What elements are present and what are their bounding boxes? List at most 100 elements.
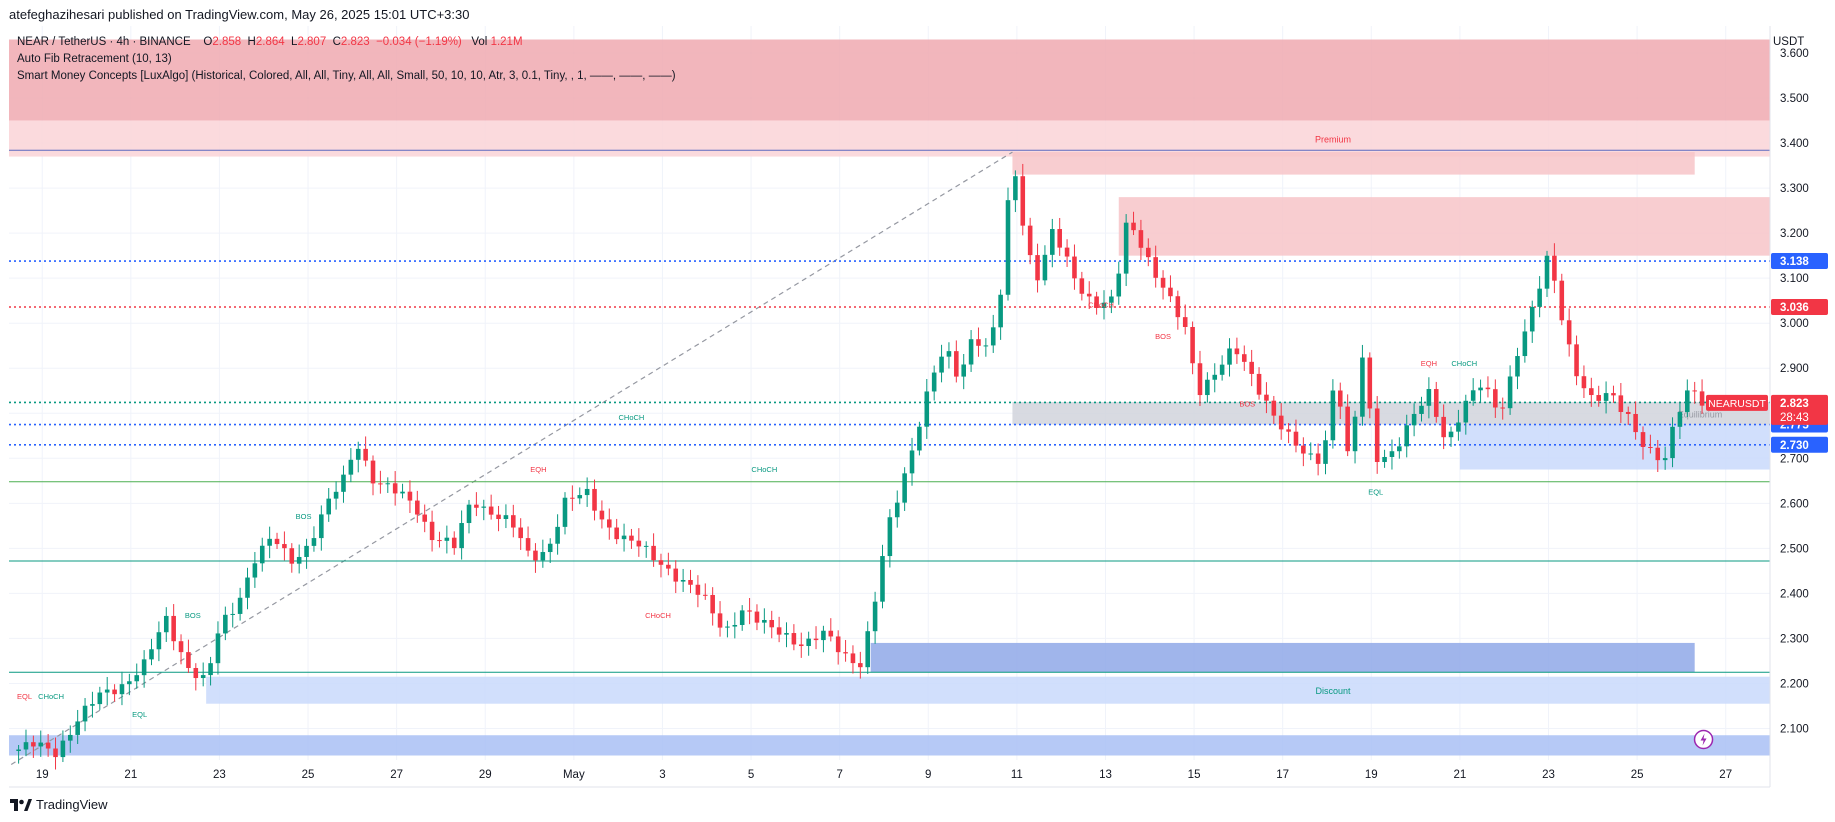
candle-down[interactable] — [1278, 415, 1284, 430]
candle-up[interactable] — [1308, 453, 1314, 455]
candle-up[interactable] — [998, 294, 1003, 328]
candle-up[interactable] — [481, 506, 487, 508]
fib-trend-line[interactable] — [10, 151, 1013, 766]
candle-down[interactable] — [193, 668, 199, 679]
candle-down[interactable] — [378, 483, 383, 485]
candle-up[interactable] — [304, 545, 309, 557]
candle-down[interactable] — [370, 460, 376, 484]
candle-up[interactable] — [319, 514, 324, 539]
candle-up[interactable] — [1463, 400, 1469, 423]
candle-up[interactable] — [1411, 413, 1417, 426]
candle-down[interactable] — [1234, 348, 1240, 355]
candle-up[interactable] — [400, 491, 405, 494]
candle-down[interactable] — [1552, 255, 1557, 281]
candle-down[interactable] — [1441, 416, 1446, 438]
candle-down[interactable] — [813, 638, 819, 641]
candle-up[interactable] — [1426, 389, 1432, 406]
price-level-tag[interactable] — [1771, 253, 1828, 270]
candle-down[interactable] — [1581, 376, 1587, 389]
candle-down[interactable] — [614, 527, 619, 540]
candle-up[interactable] — [230, 613, 236, 615]
current-price-tag[interactable] — [1771, 394, 1828, 425]
candle-down[interactable] — [1249, 361, 1254, 374]
candle-up[interactable] — [1685, 390, 1690, 413]
candle-down[interactable] — [695, 584, 701, 595]
candle-up[interactable] — [1419, 405, 1424, 414]
candle-up[interactable] — [880, 556, 885, 602]
candle-down[interactable] — [570, 497, 575, 499]
candle-down[interactable] — [518, 527, 523, 539]
candle-up[interactable] — [348, 459, 354, 475]
candle-up[interactable] — [931, 372, 937, 392]
candle-down[interactable] — [112, 689, 117, 695]
candle-down[interactable] — [525, 538, 531, 551]
candle-down[interactable] — [1241, 354, 1247, 362]
candle-up[interactable] — [296, 556, 302, 564]
candle-down[interactable] — [673, 568, 679, 582]
candle-up[interactable] — [983, 345, 989, 347]
candle-down[interactable] — [1035, 255, 1040, 281]
candle-up[interactable] — [1042, 254, 1048, 281]
candle-down[interactable] — [791, 633, 797, 645]
candle-up[interactable] — [1448, 431, 1454, 438]
candle-up[interactable] — [1522, 331, 1528, 357]
candle-down[interactable] — [1264, 394, 1269, 401]
candle-up[interactable] — [1352, 416, 1358, 452]
candle-up[interactable] — [806, 638, 811, 647]
candle-up[interactable] — [865, 631, 871, 668]
legend-symbol[interactable]: NEAR / TetherUS · 4h · BINANCE — [17, 36, 191, 48]
candle-down[interactable] — [592, 488, 597, 511]
candle-down[interactable] — [1131, 222, 1136, 231]
legend-indicator-smc[interactable]: Smart Money Concepts [LuxAlgo] (Historic… — [17, 70, 676, 82]
candle-up[interactable] — [555, 526, 560, 544]
candle-up[interactable] — [1603, 393, 1609, 401]
candle-down[interactable] — [1138, 230, 1144, 248]
candle-up[interactable] — [237, 597, 243, 614]
candle-down[interactable] — [274, 538, 280, 545]
candle-up[interactable] — [503, 515, 509, 520]
candle-down[interactable] — [1168, 287, 1173, 297]
candle-down[interactable] — [1625, 411, 1631, 414]
candle-down[interactable] — [688, 579, 693, 585]
candle-down[interactable] — [1072, 256, 1077, 279]
candle-up[interactable] — [1470, 390, 1476, 401]
candle-down[interactable] — [658, 560, 664, 565]
candle-up[interactable] — [732, 624, 738, 627]
candle-down[interactable] — [1057, 229, 1062, 248]
candle-down[interactable] — [1146, 247, 1151, 258]
candle-up[interactable] — [872, 601, 878, 632]
candle-up[interactable] — [466, 504, 472, 524]
candle-down[interactable] — [1648, 446, 1653, 448]
candle-up[interactable] — [90, 704, 95, 706]
candle-down[interactable] — [1064, 247, 1070, 257]
candle-up[interactable] — [127, 681, 132, 685]
candle-up[interactable] — [149, 649, 154, 660]
candle-down[interactable] — [776, 627, 782, 635]
candle-up[interactable] — [385, 483, 391, 485]
candle-down[interactable] — [702, 594, 708, 596]
candle-up[interactable] — [1544, 255, 1550, 289]
candle-up[interactable] — [643, 545, 649, 547]
candle-up[interactable] — [1219, 364, 1225, 375]
candle-down[interactable] — [1094, 296, 1099, 308]
candle-down[interactable] — [451, 537, 457, 549]
candle-up[interactable] — [547, 543, 553, 553]
candle-up[interactable] — [355, 448, 361, 460]
candle-down[interactable] — [954, 351, 959, 377]
candle-down[interactable] — [1301, 445, 1306, 454]
candle-up[interactable] — [1101, 302, 1107, 308]
candle-down[interactable] — [1345, 406, 1350, 452]
candle-down[interactable] — [496, 514, 501, 520]
candle-down[interactable] — [629, 535, 634, 541]
candle-down[interactable] — [769, 619, 775, 628]
candle-up[interactable] — [259, 545, 265, 564]
candle-up[interactable] — [97, 692, 103, 705]
candle-down[interactable] — [747, 610, 752, 612]
candle-down[interactable] — [422, 514, 427, 522]
candle-down[interactable] — [1485, 387, 1491, 390]
candle-up[interactable] — [1507, 376, 1513, 409]
candle-up[interactable] — [459, 523, 464, 549]
candle-down[interactable] — [1086, 293, 1092, 297]
candle-down[interactable] — [798, 644, 804, 647]
